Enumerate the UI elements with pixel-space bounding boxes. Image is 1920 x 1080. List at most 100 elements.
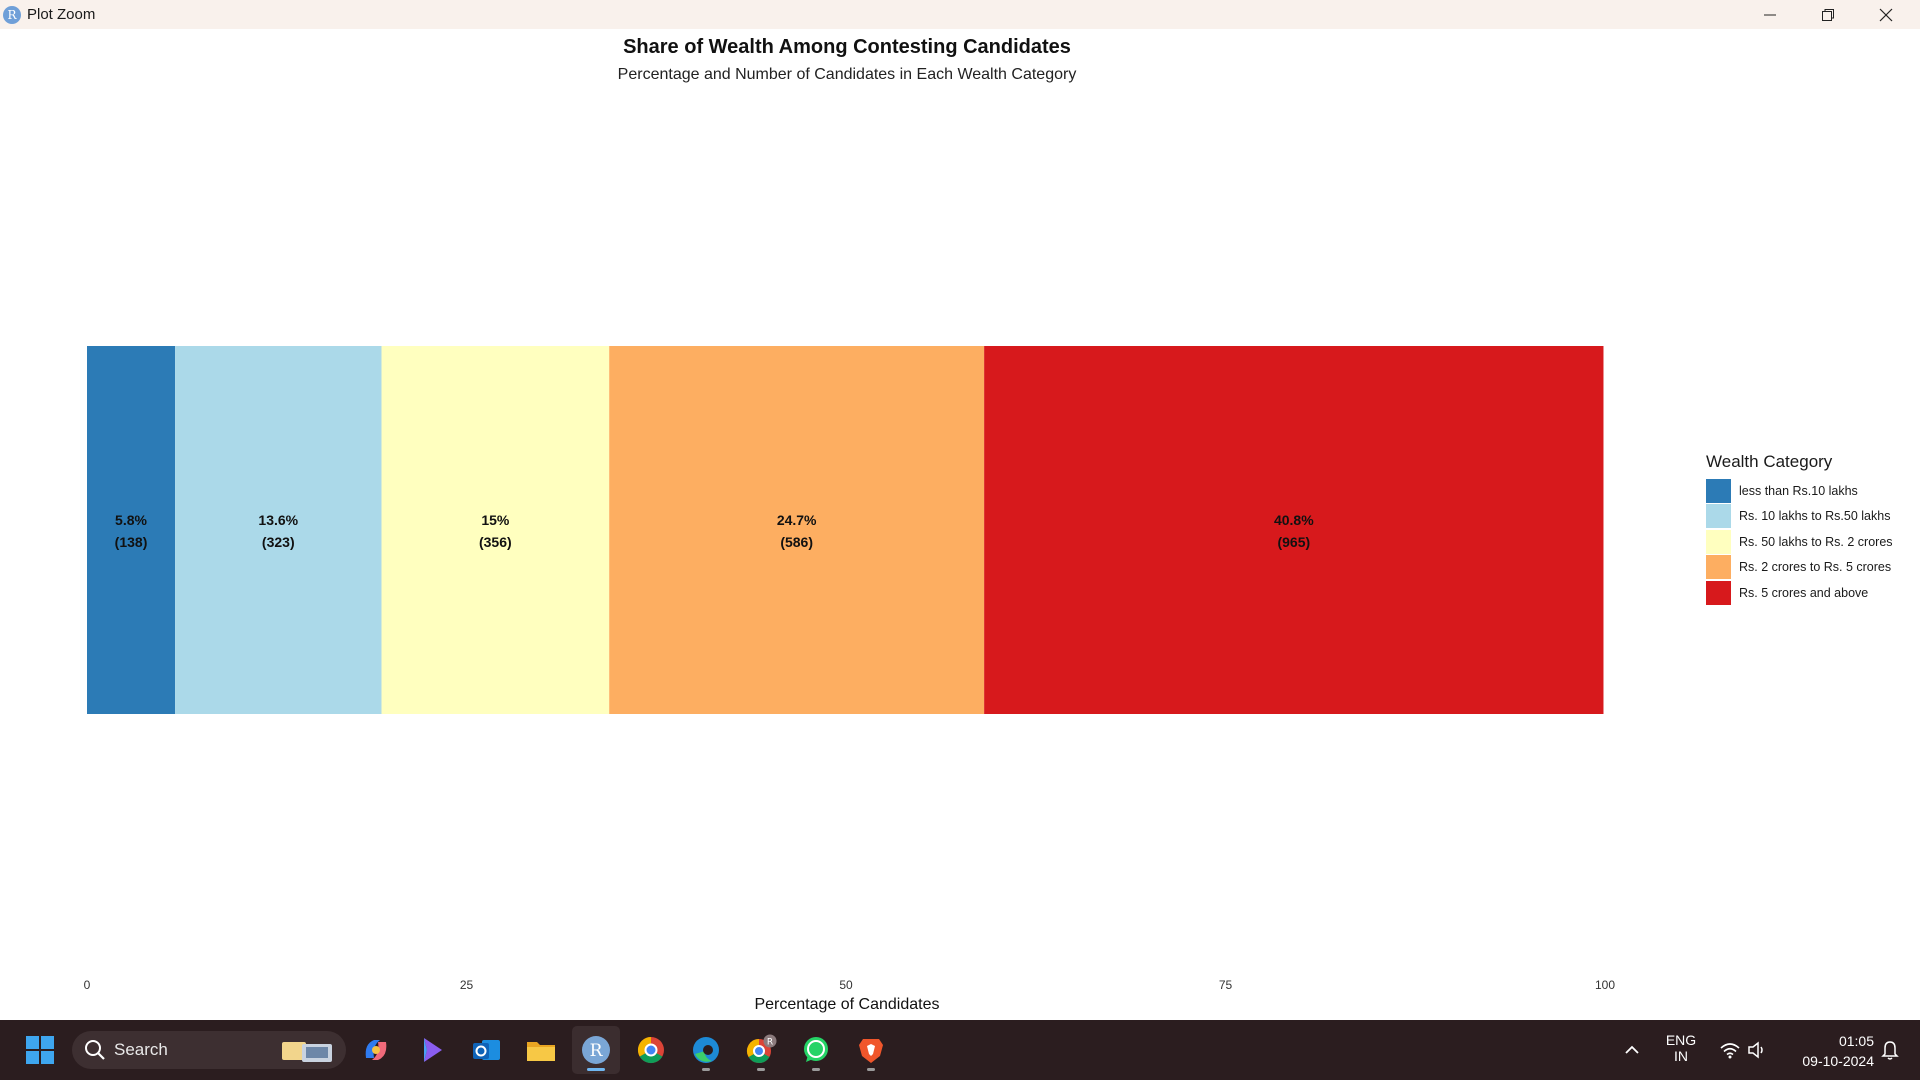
bar-percent-label: 24.7% — [777, 512, 817, 528]
bar-segment-0 — [87, 346, 176, 714]
taskbar-brave[interactable] — [847, 1026, 895, 1074]
whatsapp-icon — [804, 1037, 828, 1062]
search-label: Search — [114, 1040, 168, 1059]
x-tick-label: 100 — [1595, 978, 1615, 992]
restore-button[interactable] — [1799, 0, 1857, 29]
volume-icon — [1748, 1041, 1763, 1059]
running-indicator — [812, 1068, 820, 1071]
minimize-button[interactable] — [1741, 0, 1799, 29]
search-highlight-icon — [282, 1042, 332, 1062]
window-title-bar: R Plot Zoom — [0, 0, 1920, 29]
stacked-bar — [87, 346, 1604, 714]
bar-count-label: (965) — [1277, 534, 1310, 550]
x-tick-label: 25 — [460, 978, 474, 992]
legend-items: less than Rs.10 lakhs Rs. 10 lakhs to Rs.… — [1706, 478, 1893, 606]
windows-start-icon — [26, 1036, 54, 1064]
bell-icon — [1881, 1041, 1899, 1060]
window-title: Plot Zoom — [27, 6, 96, 23]
region-label: IN — [1674, 1048, 1688, 1064]
legend: Wealth Category less than Rs.10 lakhs Rs.… — [1706, 452, 1893, 606]
minimize-icon — [1764, 14, 1776, 15]
x-tick-label: 0 — [84, 978, 91, 992]
running-indicator — [757, 1068, 765, 1071]
taskbar-copilot[interactable] — [352, 1026, 400, 1074]
brave-icon — [859, 1039, 883, 1063]
bar-segment-1 — [175, 346, 382, 714]
legend-swatch — [1706, 478, 1731, 503]
bar-count-label: (586) — [780, 534, 813, 550]
x-axis-ticks: 0 25 50 75 100 — [84, 978, 1616, 992]
plot-canvas: Share of Wealth Among Contesting Candida… — [84, 36, 1616, 1013]
chrome-icon — [637, 1036, 664, 1064]
outlook-icon — [473, 1040, 500, 1060]
x-tick-label: 50 — [839, 978, 853, 992]
clock-date: 09-10-2024 — [1802, 1053, 1874, 1069]
bar-segment-3 — [609, 346, 985, 714]
taskbar-bing[interactable] — [407, 1026, 455, 1074]
legend-swatch — [1706, 580, 1731, 605]
show-hidden-icons-button[interactable] — [1608, 1026, 1656, 1074]
bar-segment-4 — [984, 346, 1604, 714]
running-indicator — [702, 1068, 710, 1071]
legend-item: less than Rs.10 lakhs — [1706, 478, 1893, 504]
legend-swatch — [1706, 529, 1731, 554]
chart-title: Share of Wealth Among Contesting Candida… — [623, 36, 1071, 58]
x-tick-label: 75 — [1219, 978, 1233, 992]
taskbar-search[interactable]: Search — [72, 1031, 346, 1069]
running-indicator — [867, 1068, 875, 1071]
legend-title: Wealth Category — [1706, 452, 1833, 471]
chevron-up-icon — [1625, 1045, 1639, 1054]
bar-segment-2 — [381, 346, 610, 714]
network-volume-button[interactable] — [1708, 1026, 1778, 1074]
active-indicator — [587, 1068, 605, 1071]
restore-icon — [1822, 8, 1834, 21]
r-app-icon: R — [3, 5, 21, 24]
bar-percent-label: 15% — [481, 512, 510, 528]
taskbar-whatsapp[interactable] — [792, 1026, 840, 1074]
legend-label: less than Rs.10 lakhs — [1739, 483, 1858, 498]
legend-item: Rs. 10 lakhs to Rs.50 lakhs — [1706, 504, 1893, 530]
taskbar-chrome[interactable] — [627, 1026, 675, 1074]
legend-label: Rs. 10 lakhs to Rs.50 lakhs — [1739, 509, 1891, 524]
svg-text:R: R — [767, 1038, 773, 1048]
bar-count-label: (323) — [262, 534, 295, 550]
bar-count-label: (138) — [115, 534, 148, 550]
legend-label: Rs. 50 lakhs to Rs. 2 crores — [1739, 534, 1893, 549]
bar-labels: 5.8% (138) 13.6% (323) 15% (356) 24.7% (586) 40.… — [115, 512, 1315, 550]
edge-icon — [693, 1037, 719, 1063]
start-button[interactable] — [16, 1026, 64, 1074]
taskbar-outlook[interactable] — [462, 1026, 510, 1074]
file-explorer-icon — [527, 1042, 555, 1061]
legend-swatch — [1706, 504, 1731, 529]
taskbar-chrome-profile[interactable]: R — [737, 1026, 785, 1074]
copilot-icon — [365, 1040, 387, 1060]
taskbar-r-app[interactable]: R — [572, 1026, 620, 1074]
legend-label: Rs. 5 crores and above — [1739, 585, 1869, 600]
chart-subtitle: Percentage and Number of Candidates in E… — [618, 66, 1077, 83]
input-language-indicator[interactable]: ENG IN — [1660, 1032, 1702, 1064]
legend-item: Rs. 2 crores to Rs. 5 crores — [1706, 555, 1893, 581]
bar-percent-label: 5.8% — [115, 512, 147, 528]
close-button[interactable] — [1857, 0, 1915, 29]
legend-item: Rs. 5 crores and above — [1706, 580, 1893, 606]
legend-label: Rs. 2 crores to Rs. 5 crores — [1739, 560, 1892, 575]
svg-text:R: R — [590, 1041, 604, 1061]
bing-icon — [424, 1038, 442, 1062]
taskbar: Search R — [0, 1020, 1920, 1080]
notifications-button[interactable] — [1868, 1026, 1912, 1074]
x-axis-label: Percentage of Candidates — [754, 996, 939, 1013]
search-icon — [85, 1040, 105, 1060]
bar-count-label: (356) — [479, 534, 512, 550]
chrome-profile-icon: R — [746, 1034, 777, 1064]
bar-percent-label: 40.8% — [1274, 512, 1314, 528]
close-icon — [1879, 8, 1893, 21]
r-app-icon: R — [582, 1036, 610, 1064]
clock-time: 01:05 — [1838, 1033, 1874, 1049]
legend-swatch — [1706, 555, 1731, 580]
taskbar-edge[interactable] — [682, 1026, 730, 1074]
clock[interactable]: 01:05 09-10-2024 — [1780, 1031, 1874, 1071]
legend-item: Rs. 50 lakhs to Rs. 2 crores — [1706, 529, 1893, 555]
bar-percent-label: 13.6% — [258, 512, 298, 528]
wifi-icon — [1720, 1043, 1740, 1059]
taskbar-file-explorer[interactable] — [517, 1026, 565, 1074]
